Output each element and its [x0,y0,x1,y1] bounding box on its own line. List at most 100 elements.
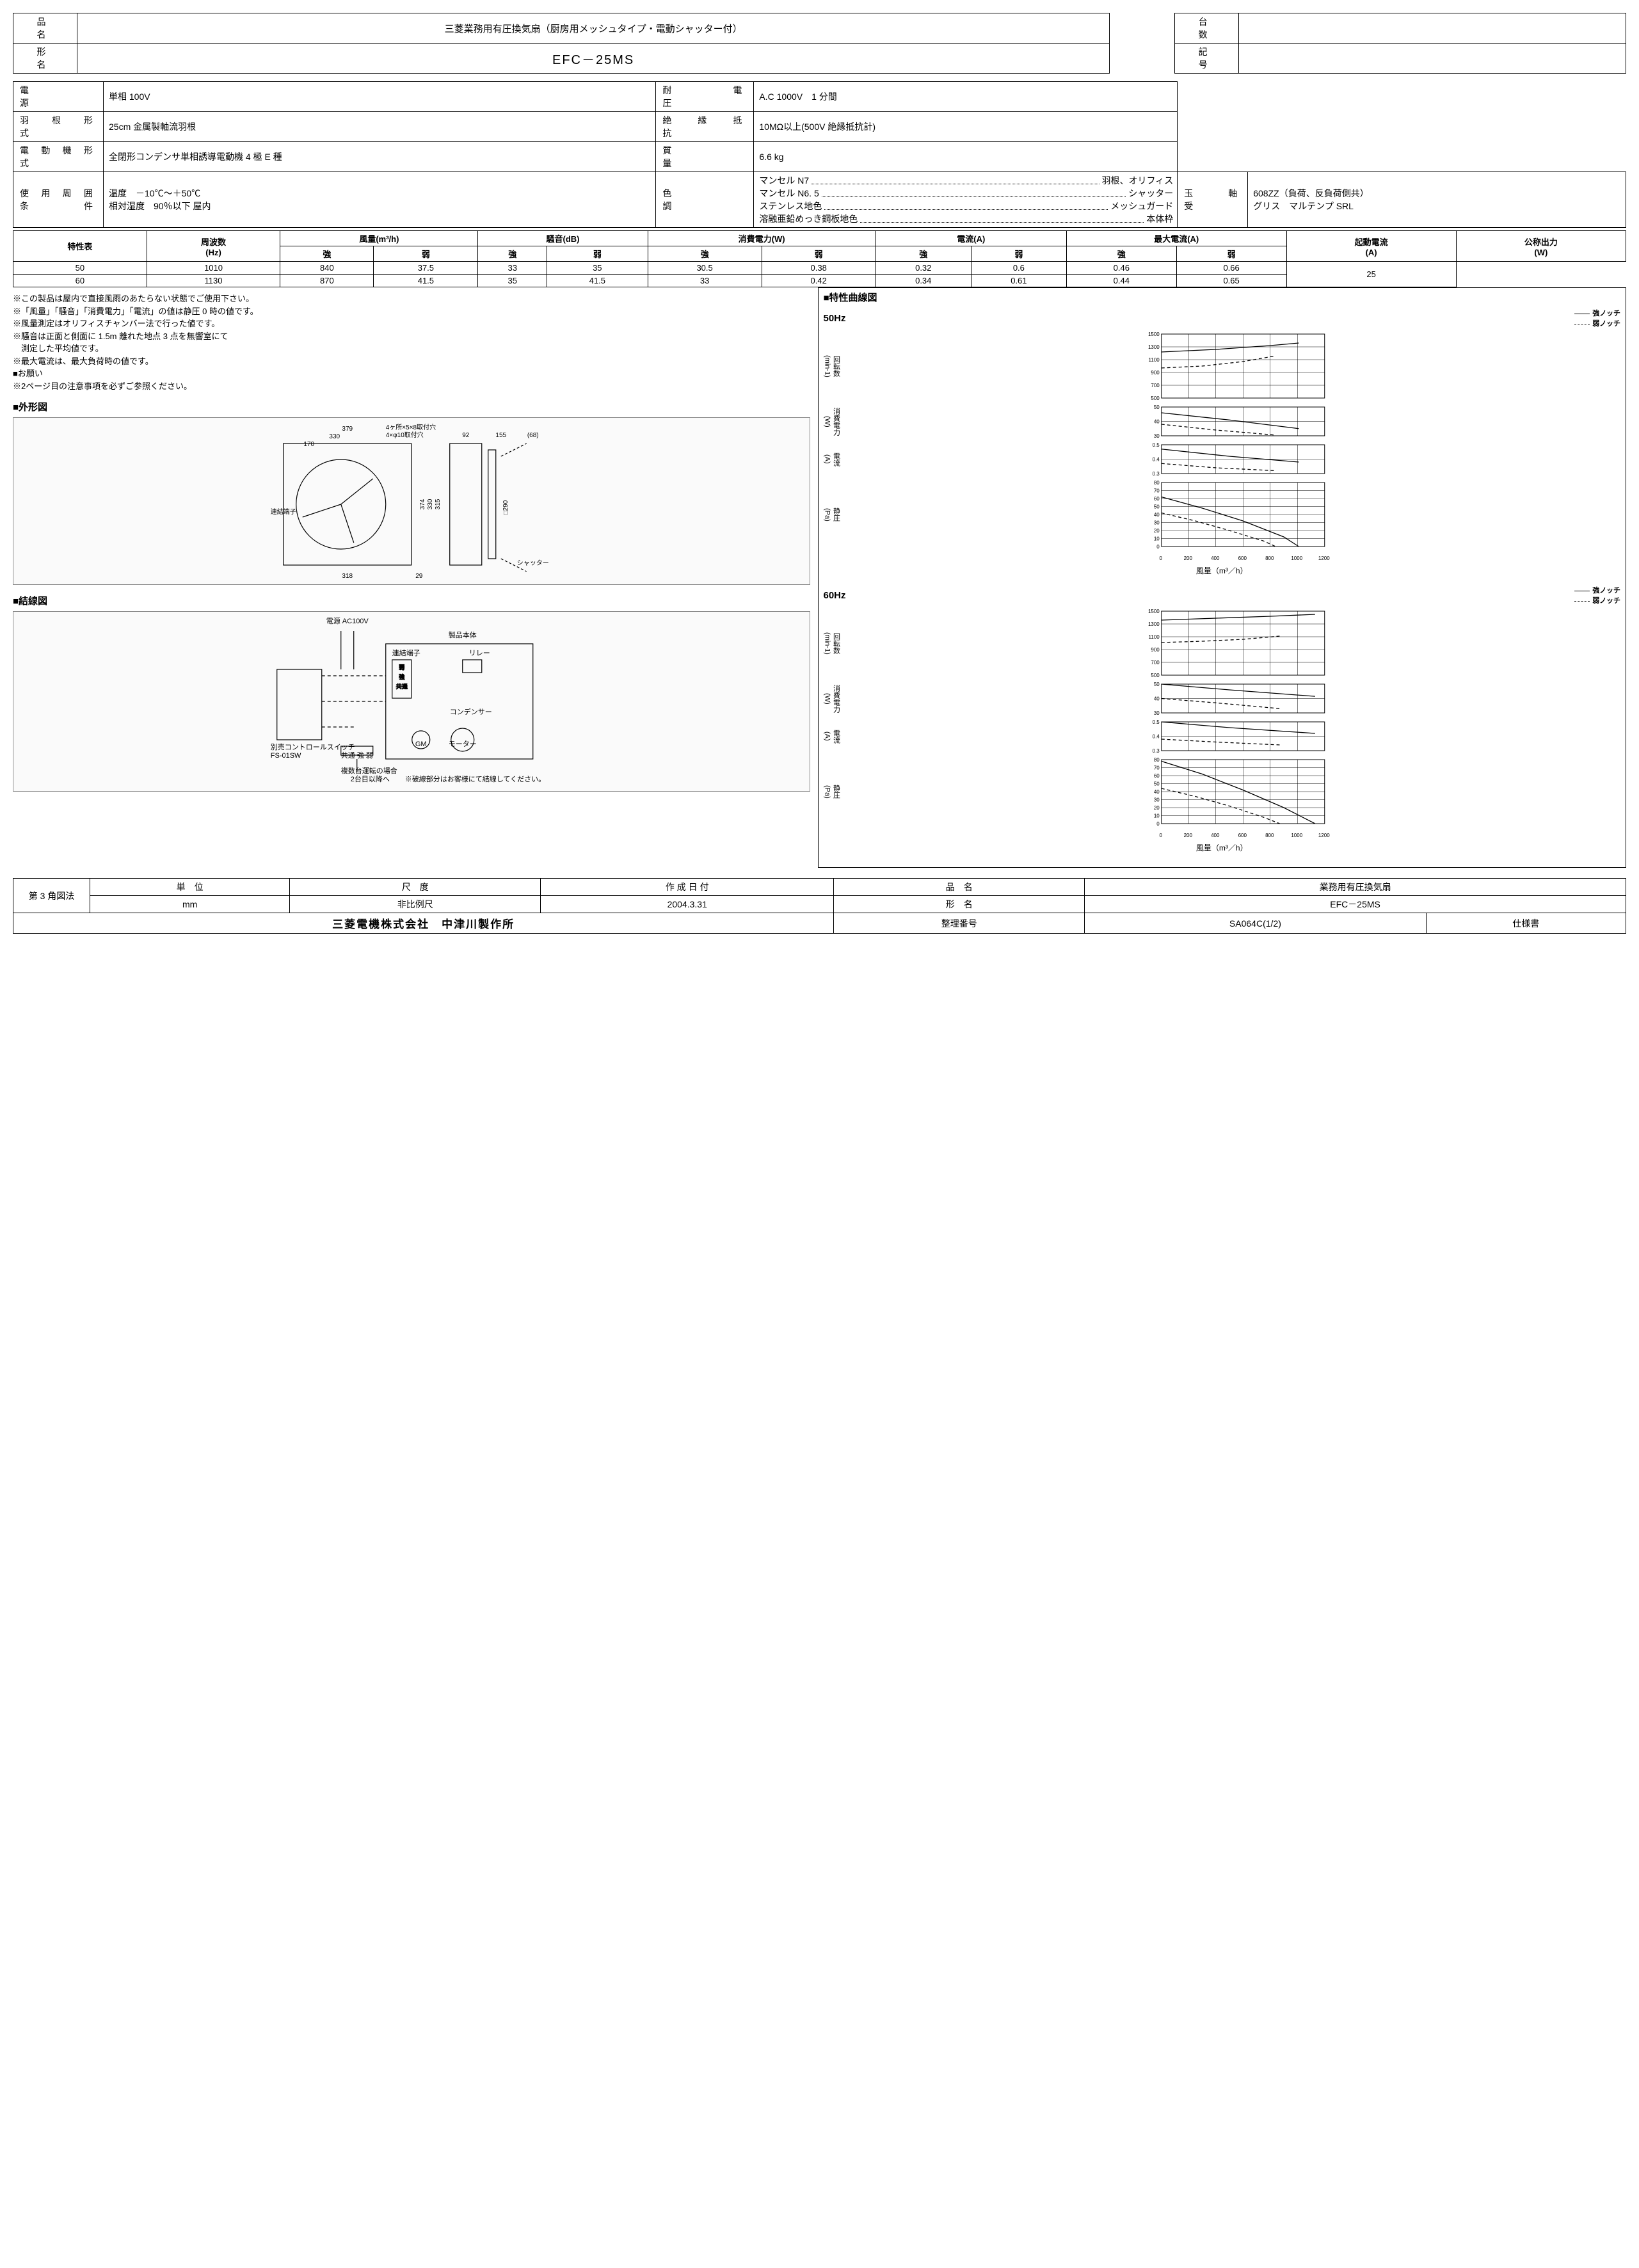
svg-text:リレー: リレー [469,650,490,657]
svg-text:0.3: 0.3 [1152,471,1160,477]
chart-ylabel: 電流(A) [824,719,843,754]
svg-text:400: 400 [1211,555,1220,561]
svg-text:4×φ10取付穴: 4×φ10取付穴 [386,431,424,439]
svg-text:1000: 1000 [1291,833,1302,838]
mn-h: 形 名 [834,896,1085,913]
svg-text:10: 10 [1153,536,1159,542]
svg-text:1200: 1200 [1318,555,1329,561]
svg-text:29: 29 [415,573,423,580]
chart-panel: 01020304050607080 [843,756,1621,827]
svg-text:0: 0 [1156,544,1160,550]
svg-text:900: 900 [1151,647,1160,653]
svg-text:(68): (68) [527,432,539,439]
svg-text:200: 200 [1183,833,1192,838]
chart-hz-label: 50Hz [824,313,846,324]
svg-text:600: 600 [1238,555,1247,561]
svg-text:1300: 1300 [1147,344,1159,350]
svg-text:400: 400 [1211,833,1220,838]
characteristic-charts: 50Hz強ノッチ弱ノッチ回転数(min-1) 50070090011001300… [824,308,1621,853]
chart-panel: 500700900110013001500 [843,331,1621,401]
svg-text:0: 0 [1156,821,1160,827]
svg-text:374: 374 [419,499,426,509]
footer-table: 第 3 角図法 単 位 尺 度 作 成 日 付 品 名 業務用有圧換気扇 mm … [13,878,1626,934]
svg-text:0.5: 0.5 [1152,442,1160,448]
mn: EFC－25MS [1085,896,1626,913]
chart-xlabel: 風量（m³／h） [824,842,1621,853]
svg-text:330: 330 [329,433,340,440]
svg-text:□290: □290 [502,500,509,515]
svg-text:連結端子: 連結端子 [392,648,420,657]
svg-text:30: 30 [1153,710,1159,716]
svg-text:20: 20 [1153,805,1159,811]
svg-text:80: 80 [1153,480,1159,486]
mark-value [1239,44,1626,74]
svg-text:0.3: 0.3 [1152,748,1160,754]
svg-text:1200: 1200 [1318,833,1329,838]
svg-text:800: 800 [1265,833,1274,838]
svg-text:30: 30 [1153,433,1159,439]
chart-panel: 0.30.40.5 [843,442,1621,477]
svg-text:モーター: モーター [449,740,477,748]
docno: SA064C(1/2) [1085,913,1426,934]
performance-table: 特性表周波数(Hz)風量(m³/h)騒音(dB)消費電力(W)電流(A)最大電流… [13,230,1626,287]
scale-h: 尺 度 [290,879,541,896]
doctype: 仕様書 [1426,913,1626,934]
svg-text:弱: 弱 [399,664,404,671]
chart-xlabel: 風量（m³／h） [824,565,1621,576]
svg-text:30: 30 [1153,520,1159,526]
svg-text:製品本体: 製品本体 [449,630,477,639]
svg-text:40: 40 [1153,789,1159,795]
svg-text:70: 70 [1153,765,1159,771]
svg-text:複数台運転の場合: 複数台運転の場合 [341,766,397,775]
chart-panel: 500700900110013001500 [843,608,1621,678]
svg-text:1500: 1500 [1147,609,1159,614]
product-name-label: 品 名 [13,13,77,44]
svg-text:379: 379 [342,426,353,433]
chart-panel: 01020304050607080 [843,479,1621,550]
chart-ylabel: 消費電力(W) [824,681,843,716]
svg-text:40: 40 [1153,419,1159,425]
svg-text:0: 0 [1159,833,1162,838]
legend-weak: 弱ノッチ [1574,597,1620,605]
svg-text:コンデンサー: コンデンサー [450,707,492,716]
svg-text:70: 70 [1153,488,1159,494]
svg-text:1100: 1100 [1148,357,1160,363]
legend-strong: 強ノッチ [1574,310,1620,317]
chart-panel: 304050 [843,681,1621,716]
svg-text:60: 60 [1153,773,1159,779]
chart-ylabel: 静圧(Pa) [824,479,843,550]
unit: mm [90,896,290,913]
chart-ylabel: 電流(A) [824,442,843,477]
product-name: 三菱業務用有圧換気扇（厨房用メッシュタイプ・電動シャッター付） [77,13,1110,44]
legend-weak: 弱ノッチ [1574,320,1620,328]
chart-panel: 304050 [843,404,1621,439]
svg-text:0.4: 0.4 [1152,734,1160,740]
svg-text:FS-01SW: FS-01SW [271,752,301,760]
svg-text:シャッター: シャッター [517,559,549,567]
date-h: 作 成 日 付 [541,879,834,896]
qty-value [1239,13,1626,44]
wiring-diagram: 電源 AC100V 製品本体 連結端子 リレー コンデンサー モーター GM 別… [13,611,810,792]
svg-text:1500: 1500 [1147,331,1159,337]
wiring-title: ■結線図 [13,594,810,607]
svg-text:GM: GM [415,740,427,748]
svg-text:80: 80 [1153,757,1159,763]
svg-text:0.5: 0.5 [1152,719,1160,725]
pn: 業務用有圧換気扇 [1085,879,1626,896]
notes: ※この製品は屋内で直接風雨のあたらない状態でご使用下さい。※「風量」「騒音」「消… [13,292,810,392]
docno-h: 整理番号 [834,913,1085,934]
svg-text:20: 20 [1153,528,1159,534]
scale: 非比例尺 [290,896,541,913]
svg-text:1000: 1000 [1291,555,1302,561]
svg-text:10: 10 [1153,813,1159,819]
company: 三菱電機株式会社 中津川製作所 [13,913,834,934]
svg-text:連結端子: 連結端子 [271,507,296,516]
svg-text:4ヶ所×5×8取付穴: 4ヶ所×5×8取付穴 [386,423,436,431]
svg-text:別売コントロールスイッチ: 別売コントロールスイッチ [271,743,355,751]
svg-text:700: 700 [1151,383,1160,388]
legend-strong: 強ノッチ [1574,587,1620,595]
pn-h: 品 名 [834,879,1085,896]
svg-text:500: 500 [1151,395,1160,401]
svg-text:50: 50 [1153,682,1159,687]
svg-text:1300: 1300 [1147,621,1159,627]
